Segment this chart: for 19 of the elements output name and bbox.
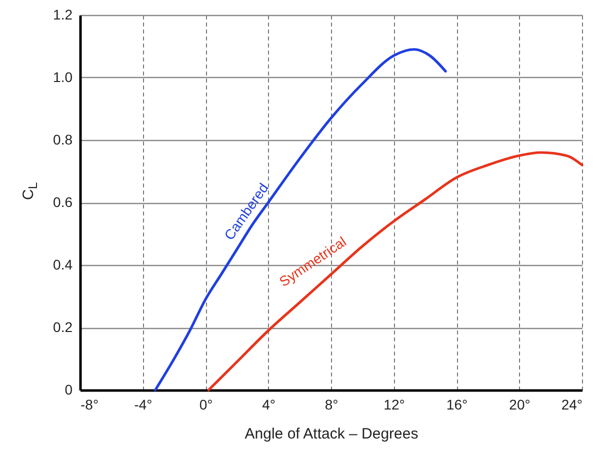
y-tick-label: 0 bbox=[64, 382, 73, 398]
y-tick-label: 0.4 bbox=[53, 256, 73, 272]
y-tick-label: 0.6 bbox=[53, 194, 73, 210]
x-tick-label: -4° bbox=[134, 396, 152, 412]
x-tick-label: 20° bbox=[509, 396, 530, 412]
y-tick-label: 0.2 bbox=[53, 319, 73, 335]
x-tick-label: 12° bbox=[384, 396, 405, 412]
line-series bbox=[154, 48, 447, 392]
x-tick-label: 4° bbox=[262, 396, 276, 412]
y-tick-label: 1.0 bbox=[53, 69, 73, 85]
x-axis-title: Angle of Attack – Degrees bbox=[244, 426, 418, 442]
line-series bbox=[207, 151, 584, 392]
x-tick-label: 8° bbox=[324, 396, 338, 412]
x-tick-label: 16° bbox=[446, 396, 468, 412]
y-tick-label: 0.8 bbox=[53, 132, 73, 148]
y-tick-label: 1.2 bbox=[53, 6, 73, 22]
x-tick-label: 24° bbox=[561, 396, 582, 412]
x-tick-label: 0° bbox=[199, 396, 213, 412]
x-tick-label: -8° bbox=[80, 396, 99, 412]
